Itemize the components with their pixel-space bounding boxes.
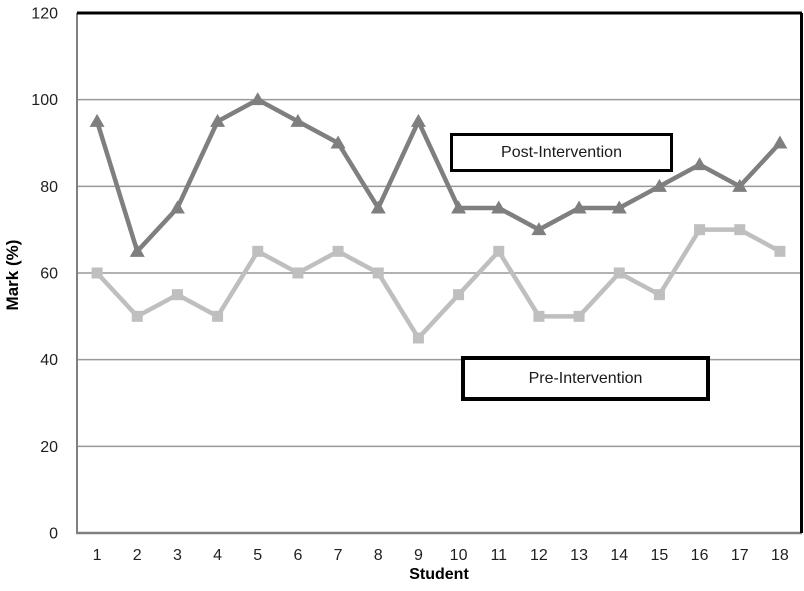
- pre-intervention-series-marker: [774, 245, 786, 257]
- post-intervention-series-marker: [531, 222, 547, 236]
- post-intervention-series-marker: [89, 113, 105, 127]
- y-tick-label: 60: [40, 266, 58, 283]
- post-intervention-series-marker: [692, 157, 708, 171]
- pre-intervention-series-marker: [653, 289, 665, 301]
- pre-intervention-series-marker: [573, 310, 585, 322]
- post-intervention-series-marker: [491, 200, 507, 214]
- pre-intervention-series-marker: [171, 289, 183, 301]
- y-tick-label: 80: [40, 179, 58, 196]
- pre-intervention-series-marker: [292, 267, 304, 279]
- x-tick-label: 9: [414, 547, 423, 564]
- x-tick-label: 11: [490, 547, 507, 564]
- y-tick-label: 20: [40, 439, 58, 456]
- x-tick-label: 17: [731, 547, 749, 564]
- pre-intervention-series-marker: [734, 224, 746, 236]
- post-intervention-series-line: [94, 97, 782, 256]
- y-axis-title: Mark (%): [3, 239, 22, 311]
- y-tick-label: 40: [40, 352, 58, 369]
- x-tick-label: 1: [93, 547, 102, 564]
- y-tick-label: 120: [31, 6, 58, 23]
- pre-intervention-series-marker: [412, 332, 424, 344]
- pre-intervention-series-marker: [493, 245, 505, 257]
- post-intervention-series-marker: [651, 178, 667, 192]
- pre-intervention-series-marker: [453, 289, 465, 301]
- post-intervention-series-marker: [290, 113, 306, 127]
- x-axis-title: Student: [409, 566, 469, 583]
- y-tick-label: 100: [31, 92, 58, 109]
- post-intervention-series-marker: [611, 200, 627, 214]
- x-tick-label: 2: [133, 547, 142, 564]
- post-intervention-series-marker: [370, 200, 386, 214]
- x-tick-label: 18: [771, 547, 789, 564]
- x-tick-label: 16: [691, 547, 709, 564]
- post-intervention-series-marker: [410, 113, 426, 127]
- x-tick-label: 4: [213, 547, 222, 564]
- x-tick-label: 14: [610, 547, 628, 564]
- pre-intervention-label-box: Pre-Intervention: [461, 356, 710, 401]
- pre-intervention-series-marker: [252, 245, 264, 257]
- pre-intervention-series-marker: [212, 310, 224, 322]
- x-tick-label: 13: [570, 547, 588, 564]
- pre-intervention-series-marker: [91, 267, 103, 279]
- pre-intervention-series-marker: [613, 267, 625, 279]
- post-intervention-series-marker: [169, 200, 185, 214]
- pre-intervention-series-marker: [332, 245, 344, 257]
- x-tick-label: 6: [293, 547, 302, 564]
- pre-intervention-series-line: [95, 227, 781, 342]
- pre-intervention-series-marker: [372, 267, 384, 279]
- x-tick-label: 5: [253, 547, 262, 564]
- x-tick-label: 3: [173, 547, 182, 564]
- post-intervention-series-marker: [451, 200, 467, 214]
- x-tick-label: 8: [374, 547, 383, 564]
- x-tick-label: 10: [450, 547, 468, 564]
- post-intervention-series-marker: [129, 243, 145, 257]
- post-intervention-series-marker: [772, 135, 788, 149]
- post-intervention-label-box: Post-Intervention: [450, 133, 673, 172]
- post-intervention-series-marker: [250, 92, 266, 106]
- pre-intervention-series-marker: [694, 224, 706, 236]
- post-intervention-series-marker: [210, 113, 226, 127]
- x-tick-label: 7: [334, 547, 343, 564]
- post-intervention-label: Post-Intervention: [501, 143, 622, 161]
- pre-intervention-series-marker: [533, 310, 545, 322]
- pre-intervention-series-marker: [131, 310, 143, 322]
- post-intervention-series-marker: [571, 200, 587, 214]
- post-intervention-series-marker: [732, 178, 748, 192]
- x-tick-label: 15: [651, 547, 669, 564]
- post-intervention-series-marker: [330, 135, 346, 149]
- pre-intervention-label: Pre-Intervention: [528, 369, 643, 387]
- x-tick-label: 12: [530, 547, 548, 564]
- y-tick-label: 0: [49, 526, 58, 543]
